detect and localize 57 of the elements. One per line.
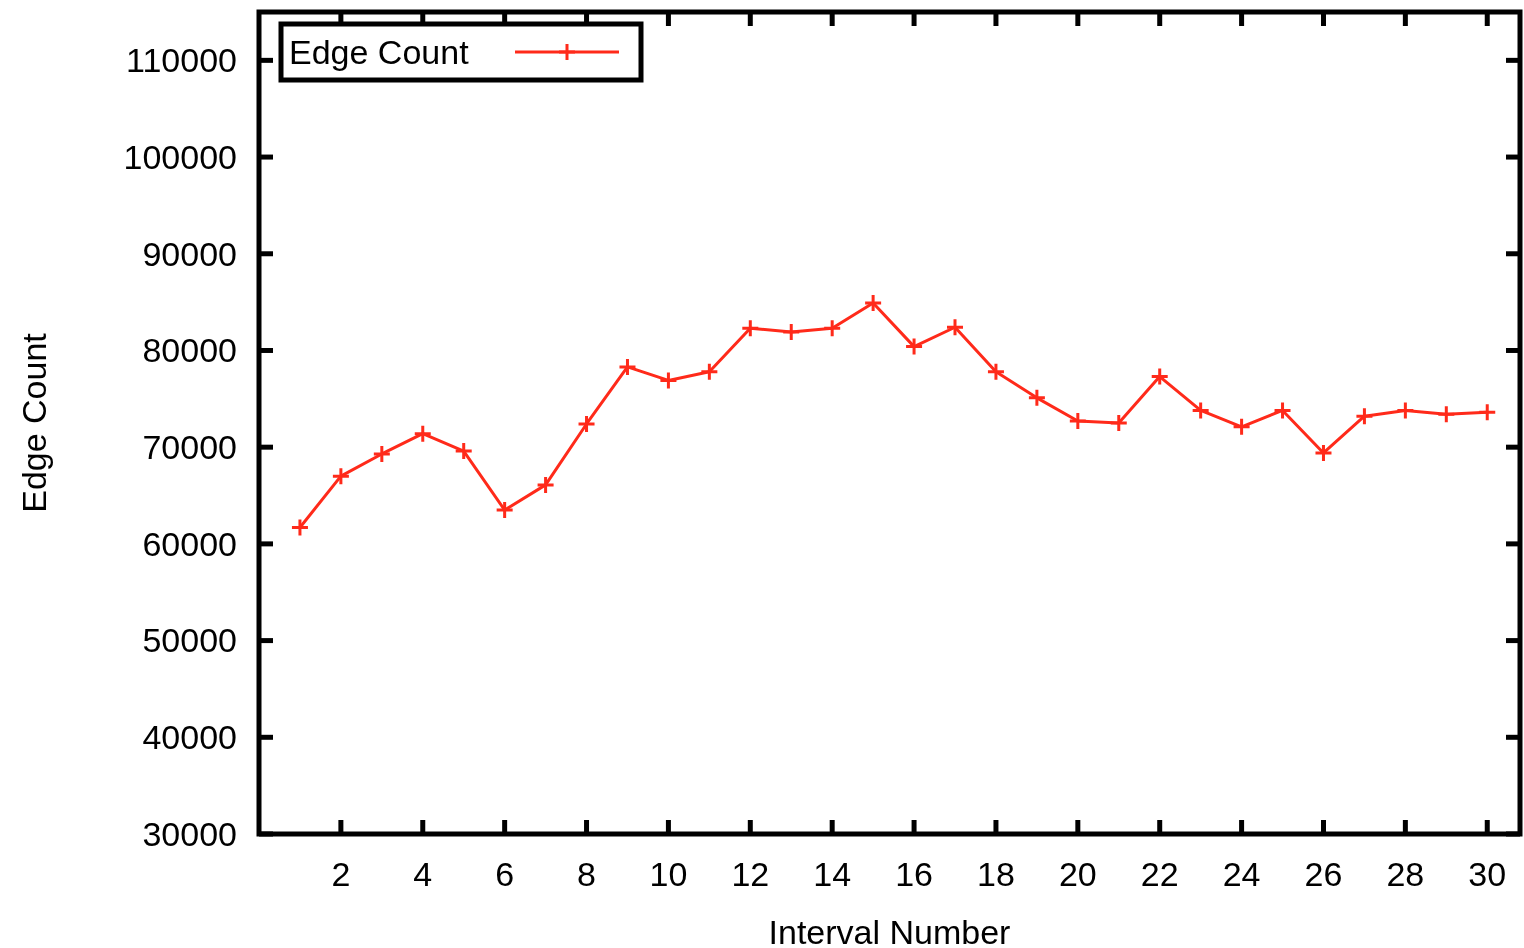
point xyxy=(1232,417,1252,437)
x-axis-title: Interval Number xyxy=(768,913,1011,948)
point xyxy=(372,444,392,464)
point xyxy=(986,362,1006,382)
point xyxy=(1109,413,1129,433)
point xyxy=(1354,406,1374,426)
y-tick-label: 110000 xyxy=(126,41,237,80)
y-tick-label: 40000 xyxy=(142,718,237,757)
x-tick-label: 30 xyxy=(1468,855,1507,893)
x-tick-label: 18 xyxy=(977,855,1015,893)
y-tick-label: 50000 xyxy=(142,621,237,660)
point xyxy=(413,424,433,444)
point xyxy=(1150,367,1170,387)
point xyxy=(699,362,719,382)
x-tick-label: 28 xyxy=(1386,855,1425,893)
point xyxy=(454,441,474,461)
x-tick-label: 24 xyxy=(1222,855,1261,893)
y-tick-label: 80000 xyxy=(142,331,237,370)
point xyxy=(1273,400,1293,420)
point xyxy=(1191,400,1211,420)
point xyxy=(904,337,924,357)
x-tick-label: 14 xyxy=(813,855,852,893)
y-tick-label: 100000 xyxy=(123,137,237,176)
point xyxy=(822,318,842,338)
x-tick-label: 4 xyxy=(413,855,433,893)
point xyxy=(290,517,310,537)
y-tick-label: 30000 xyxy=(142,814,237,853)
point xyxy=(1477,402,1497,422)
y-tick-label: 70000 xyxy=(142,428,237,467)
point xyxy=(1027,388,1047,408)
point xyxy=(1436,404,1456,424)
x-tick-label: 6 xyxy=(495,855,515,893)
point xyxy=(495,500,515,520)
x-tick-label: 2 xyxy=(331,855,351,893)
x-tick-label: 10 xyxy=(649,855,688,893)
y-tick-label: 90000 xyxy=(142,234,237,273)
point xyxy=(863,293,883,313)
point xyxy=(740,318,760,338)
x-tick-label: 26 xyxy=(1304,855,1343,893)
point xyxy=(781,322,801,342)
x-tick-label: 8 xyxy=(577,855,596,893)
y-axis-title: Edge Count xyxy=(15,332,53,513)
x-tick-label: 20 xyxy=(1058,855,1097,893)
x-tick-label: 16 xyxy=(895,855,933,893)
legend-label: Edge Count xyxy=(289,32,470,71)
point xyxy=(331,466,351,486)
y-tick-label: 60000 xyxy=(142,524,237,563)
point xyxy=(617,357,637,377)
x-tick-label: 22 xyxy=(1140,855,1179,893)
point xyxy=(577,414,597,434)
point xyxy=(536,475,556,495)
point xyxy=(658,370,678,390)
point xyxy=(1068,411,1088,431)
point xyxy=(1395,400,1415,420)
point xyxy=(1313,443,1333,463)
x-tick-label: 12 xyxy=(731,855,770,893)
point xyxy=(945,317,965,337)
